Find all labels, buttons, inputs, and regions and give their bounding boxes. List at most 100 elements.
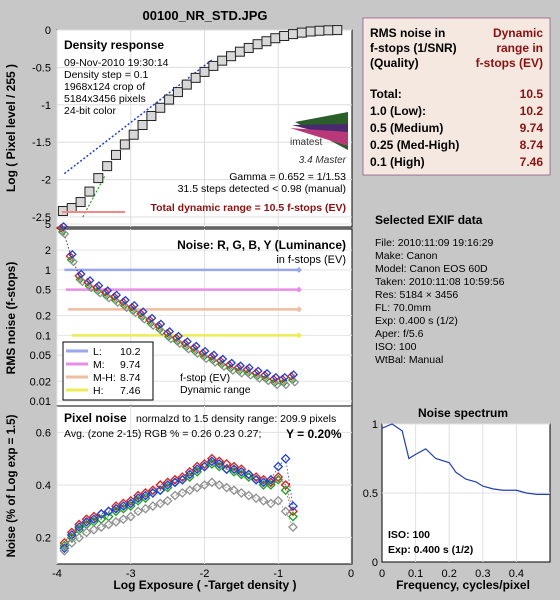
pixel-noise-point xyxy=(162,477,173,488)
pixel-noise-point xyxy=(177,472,188,483)
noise-point xyxy=(215,356,225,366)
spectrum-xtick-label: 0.1 xyxy=(408,568,423,580)
spectrum-header: Noise spectrum xyxy=(418,406,508,420)
pixel-xtick-label: 0 xyxy=(348,568,354,580)
pixel-noise-point xyxy=(273,495,284,506)
pixel-noise-ylabel: Noise (% of Log exp = 1.5) xyxy=(6,414,18,557)
pixel-noise-point xyxy=(184,466,195,477)
density-point xyxy=(217,55,228,66)
exif-line-0: File: 2010:11:09 19:16:29 xyxy=(375,237,493,249)
legend-label-M: M: xyxy=(93,359,105,371)
noise-level-marker xyxy=(295,286,302,293)
noise-point xyxy=(227,358,237,368)
density-point xyxy=(288,29,298,40)
noise-ytick-label: 0.2 xyxy=(36,311,51,323)
density-point xyxy=(75,197,86,208)
pixel-noise-point xyxy=(81,527,92,538)
imatest-logo: imatest xyxy=(290,112,348,150)
rms-row-3-value: 8.74 xyxy=(520,138,544,152)
legend-value-M: 9.74 xyxy=(120,359,141,371)
pixel-noise-point xyxy=(258,474,269,485)
pixel-noise-point xyxy=(214,459,225,469)
noise-point xyxy=(165,327,175,336)
density-ytick-label: -2 xyxy=(41,175,51,187)
pixel-noise-curve xyxy=(64,457,294,549)
noise-point xyxy=(162,328,172,338)
noise-point xyxy=(92,282,101,292)
density-point xyxy=(252,39,263,50)
pixel-noise-point xyxy=(170,474,180,485)
pixel-xtick-label: -2 xyxy=(200,568,210,580)
exif-line-1: Make: Canon xyxy=(375,250,438,262)
density-info-4: 24-bit color xyxy=(64,105,116,117)
exif-line-6: Exp: 0.400 s (1/2) xyxy=(375,315,458,327)
noise-point xyxy=(156,319,166,329)
noise-point xyxy=(127,302,137,312)
noise-point xyxy=(237,368,247,378)
pixel-xtick-label: -3 xyxy=(126,568,136,580)
pixel-noise-point xyxy=(155,485,166,496)
pixel-noise-point xyxy=(265,498,276,509)
noise-point xyxy=(207,352,216,362)
legend-note-fstop: f-stop (EV) xyxy=(180,372,230,384)
noise-point xyxy=(218,354,228,364)
noise-spectrum-panel: Noise spectrum 1 0.5 00 0.1 0.2 0.3 0.4 ISO: 1… xyxy=(363,406,551,592)
noise-point xyxy=(56,223,66,233)
pixel-noise-point xyxy=(81,514,92,525)
pixel-noise-point xyxy=(125,495,136,506)
pixel-noise-point xyxy=(133,506,144,517)
pixel-noise-point xyxy=(155,480,166,490)
pixel-noise-point xyxy=(280,480,291,490)
pixel-noise-point xyxy=(273,472,284,483)
pixel-noise-point xyxy=(147,487,158,498)
noise-point xyxy=(121,295,130,305)
pixel-noise-point xyxy=(133,490,144,501)
spectrum-exp: Exp: 0.400 s (1/2) xyxy=(388,544,473,556)
density-info-3: 5184x3456 pixels xyxy=(64,93,146,105)
pixel-noise-curve xyxy=(64,481,294,552)
noise-point xyxy=(67,249,77,259)
density-point xyxy=(296,27,307,38)
noise-point xyxy=(182,337,192,347)
density-point xyxy=(119,139,130,150)
pixel-noise-point xyxy=(258,495,269,506)
pixel-noise-y: Y = 0.20% xyxy=(286,427,342,441)
noise-point xyxy=(138,307,148,317)
rms-row-1-label: 1.0 (Low): xyxy=(370,104,426,118)
spectrum-grid xyxy=(382,423,550,562)
density-point xyxy=(226,51,237,62)
noise-point xyxy=(85,275,95,285)
noise-point xyxy=(281,380,291,390)
legend-value-MH: 8.74 xyxy=(120,372,141,384)
rms-row-0-value: 10.5 xyxy=(520,87,544,101)
pixel-noise-point xyxy=(229,464,239,475)
pixel-noise-point xyxy=(59,545,70,556)
noise-point xyxy=(191,341,201,351)
pixel-noise-point xyxy=(103,519,114,530)
density-point xyxy=(243,42,254,53)
noise-point xyxy=(136,309,146,318)
noise-point xyxy=(131,308,140,318)
pixel-noise-point xyxy=(251,474,262,485)
noise-point xyxy=(94,281,104,291)
exif-line-5: FL: 70.0mm xyxy=(375,302,431,314)
pixel-noise-point xyxy=(199,459,210,469)
rms-row-0-label: Total: xyxy=(370,87,402,101)
pixel-noise-xlabel: Log Exposure ( -Target density ) xyxy=(113,578,296,592)
pixel-noise-point xyxy=(96,509,107,519)
pixel-noise-point xyxy=(147,501,158,511)
noise-point xyxy=(289,370,299,379)
pixel-ytick-label: 0.6 xyxy=(36,427,51,439)
noise-point xyxy=(244,363,254,373)
density-point xyxy=(270,33,281,44)
noise-point xyxy=(224,360,234,370)
pixel-noise-point xyxy=(140,503,151,514)
noise-point xyxy=(83,277,93,287)
density-point xyxy=(279,30,290,41)
pixel-noise-point xyxy=(243,469,254,480)
exif-line-3: Taken: 2010:11:08 10:59:56 xyxy=(375,276,505,288)
spectrum-ticks: 1 0.5 00 0.1 0.2 0.3 0.4 xyxy=(363,419,524,580)
noise-ytick-label: 0.1 xyxy=(36,330,51,342)
